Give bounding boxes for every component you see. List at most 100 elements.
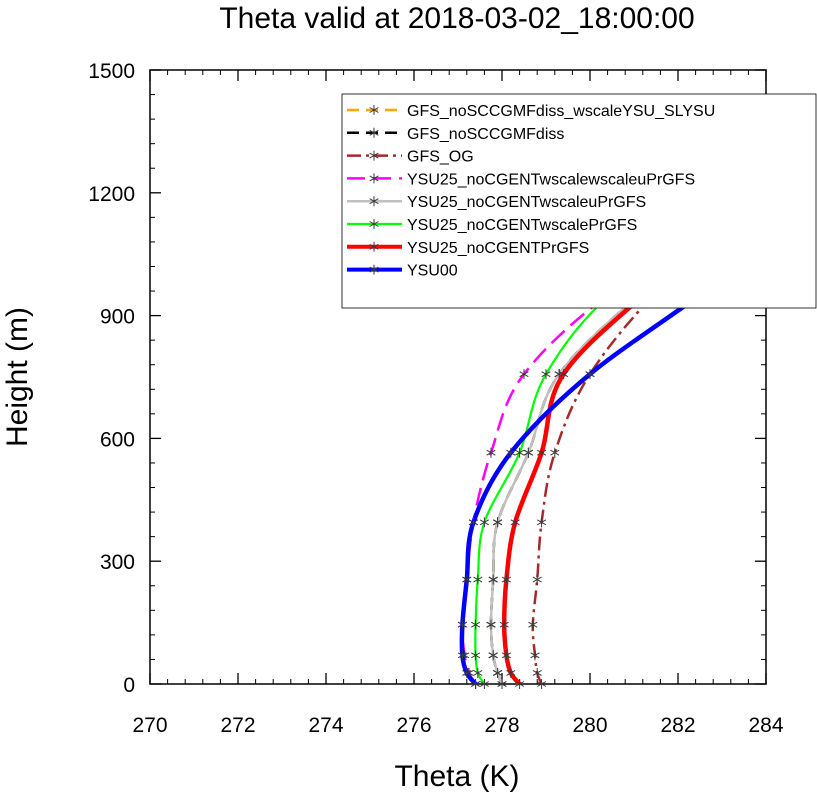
data-point	[537, 517, 547, 528]
data-point	[486, 447, 496, 458]
legend-marker	[369, 196, 379, 207]
legend-entry: GFS_OG	[347, 149, 474, 166]
data-point	[515, 447, 525, 458]
legend-label: YSU00	[407, 263, 458, 280]
x-tick-label: 282	[660, 714, 695, 737]
x-tick-label: 272	[220, 714, 255, 737]
legend-label: GFS_OG	[407, 149, 474, 166]
x-tick-label: 270	[132, 714, 167, 737]
asterisk-stroke	[499, 621, 509, 628]
asterisk-stroke	[488, 576, 498, 583]
asterisk-stroke	[559, 371, 569, 378]
y-tick-label: 300	[100, 551, 135, 574]
data-point	[501, 650, 511, 661]
y-tick-label: 900	[100, 306, 135, 329]
data-point	[541, 369, 551, 380]
asterisk-stroke	[369, 129, 379, 136]
asterisk-stroke	[550, 449, 560, 456]
legend-marker	[369, 241, 379, 252]
plot-frame	[149, 69, 767, 685]
data-point	[585, 369, 595, 380]
asterisk-stroke	[497, 681, 507, 687]
data-point	[510, 517, 520, 528]
data-point	[528, 619, 538, 630]
legend-entry: YSU25_noCGENTPrGFS	[347, 240, 589, 257]
asterisk-stroke	[501, 652, 511, 659]
data-point	[488, 650, 498, 661]
x-tick-label: 278	[484, 714, 519, 737]
data-point	[493, 667, 503, 678]
data-point	[537, 679, 547, 689]
asterisk-stroke	[479, 519, 489, 526]
data-point	[479, 679, 489, 689]
legend-label: GFS_noSCCGMFdiss	[407, 126, 564, 143]
y-axis-label: Height (m)	[1, 307, 34, 447]
data-point	[523, 447, 533, 458]
asterisk-stroke	[537, 519, 547, 526]
asterisk-stroke	[369, 175, 379, 182]
legend-marker	[369, 105, 379, 115]
asterisk-stroke	[369, 243, 379, 250]
data-point	[493, 517, 503, 528]
asterisk-stroke	[506, 449, 516, 456]
data-point	[532, 574, 542, 585]
legend-box	[341, 93, 817, 309]
data-point	[497, 679, 507, 689]
data-point	[559, 369, 569, 380]
asterisk-stroke	[493, 670, 503, 676]
legend-label: GFS_noSCCGMFdiss_wscaleYSU_SLYSU	[407, 103, 715, 120]
data-point	[471, 619, 481, 630]
asterisk-stroke	[486, 621, 496, 628]
data-point	[537, 447, 547, 458]
legend-marker	[369, 127, 379, 138]
data-point	[515, 679, 525, 689]
x-axis-label: Theta (K)	[394, 760, 519, 793]
y-tick-label: 1500	[88, 60, 135, 83]
data-point	[506, 667, 516, 678]
legend-marker	[369, 219, 379, 229]
legend-label: YSU25_noCGENTwscalewscaleuPrGFS	[407, 171, 695, 188]
legend-label: YSU25_noCGENTwscaleuPrGFS	[407, 194, 646, 211]
plot-border	[149, 69, 767, 685]
asterisk-stroke	[515, 681, 525, 687]
legend: GFS_noSCCGMFdiss_wscaleYSU_SLYSU GFS_noSC…	[341, 93, 817, 309]
data-point	[457, 650, 467, 661]
legend-label: YSU25_noCGENTPrGFS	[407, 240, 589, 257]
asterisk-stroke	[541, 371, 551, 378]
data-point	[457, 619, 467, 630]
asterisk-stroke	[519, 371, 529, 378]
asterisk-stroke	[523, 449, 533, 456]
asterisk-stroke	[506, 670, 516, 676]
data-point	[462, 574, 472, 585]
data-point	[473, 667, 483, 678]
legend-label: YSU25_noCGENTwscalePrGFS	[407, 217, 637, 234]
asterisk-stroke	[488, 652, 498, 659]
asterisk-stroke	[369, 198, 379, 205]
asterisk-stroke	[457, 621, 467, 628]
asterisk-stroke	[462, 670, 472, 676]
asterisk-stroke	[532, 670, 542, 676]
x-tick-label: 280	[572, 714, 607, 737]
asterisk-stroke	[486, 449, 496, 456]
data-point	[462, 667, 472, 678]
data-point	[473, 574, 483, 585]
y-tick-label: 600	[100, 428, 135, 451]
data-point	[479, 517, 489, 528]
asterisk-stroke	[369, 266, 379, 273]
asterisk-stroke	[369, 107, 379, 113]
legend-marker	[369, 264, 379, 275]
asterisk-stroke	[471, 621, 481, 628]
y-tick-label: 0	[123, 674, 135, 697]
data-point	[468, 517, 478, 528]
legend-marker	[369, 173, 379, 184]
asterisk-stroke	[369, 152, 379, 159]
data-point	[471, 679, 481, 689]
asterisk-stroke	[515, 449, 525, 456]
data-point	[499, 619, 509, 630]
axis-ticks: 270 272 274 276 278 280 282 284 0 300 600 900 1200 15…	[88, 60, 784, 737]
asterisk-stroke	[468, 519, 478, 526]
data-point	[506, 447, 516, 458]
data-point	[530, 650, 540, 661]
asterisk-stroke	[585, 371, 595, 378]
